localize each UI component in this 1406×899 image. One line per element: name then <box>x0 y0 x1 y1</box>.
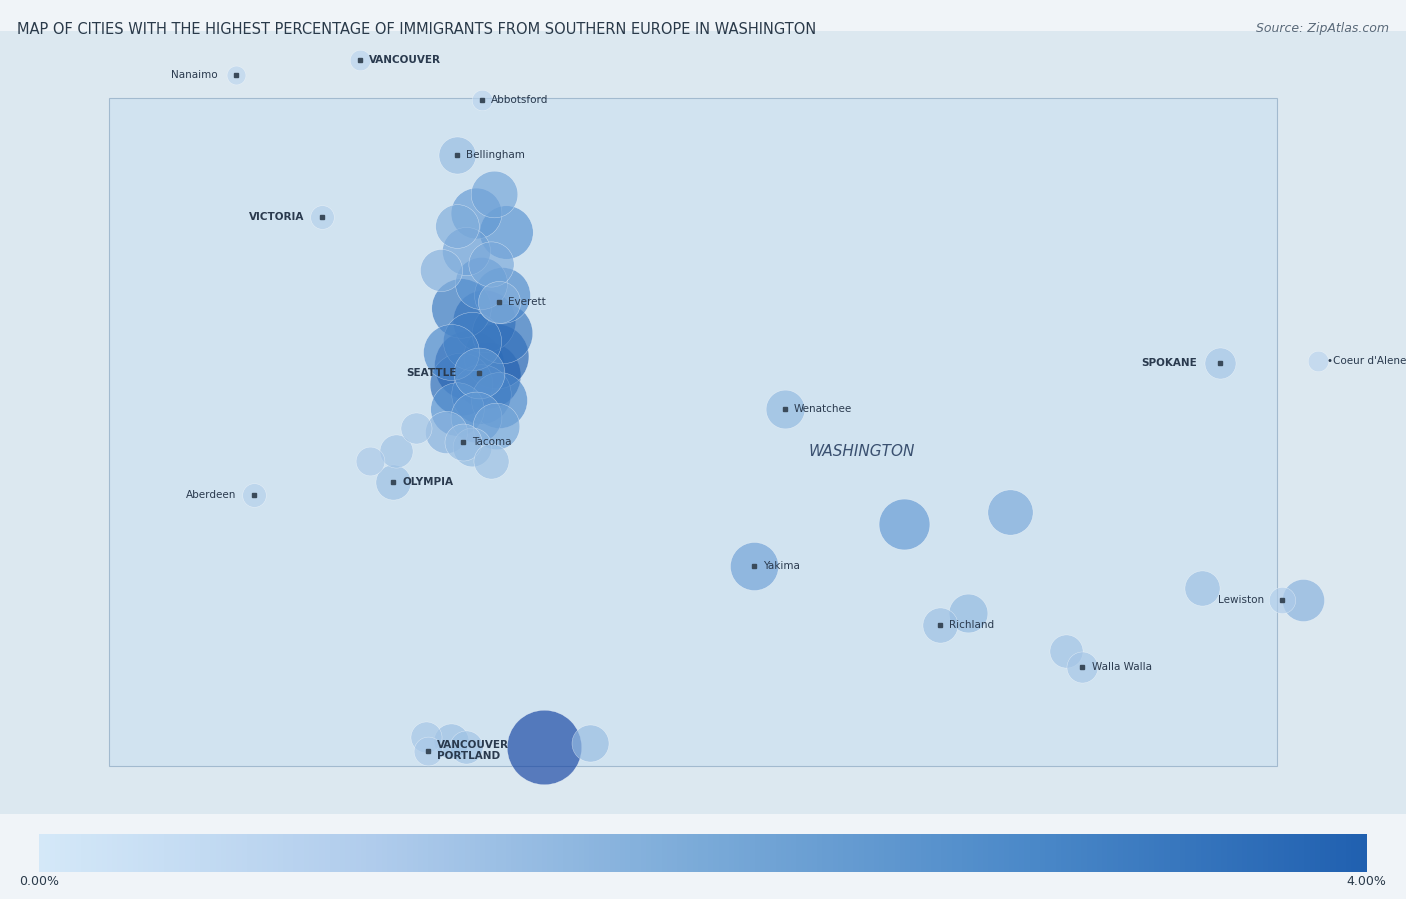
Text: Everett: Everett <box>508 298 546 307</box>
Point <box>1308 354 1330 369</box>
Point <box>349 53 371 67</box>
Text: SPOKANE: SPOKANE <box>1142 359 1198 369</box>
Text: VICTORIA: VICTORIA <box>249 211 304 221</box>
Bar <box>108 98 1278 766</box>
Point <box>1209 356 1232 370</box>
Point <box>470 387 492 401</box>
Point <box>491 325 513 340</box>
Text: Lewiston: Lewiston <box>1218 595 1264 605</box>
Point <box>454 740 477 754</box>
Point <box>471 93 494 107</box>
Point <box>450 301 472 316</box>
Text: Bellingham: Bellingham <box>465 150 524 160</box>
Text: •Coeur d'Alene: •Coeur d'Alene <box>1327 357 1406 367</box>
Point <box>446 402 468 416</box>
Text: Richland: Richland <box>949 619 994 629</box>
Point <box>488 295 510 309</box>
Point <box>488 393 510 407</box>
Point <box>773 402 796 416</box>
Point <box>479 453 502 467</box>
Text: Yakima: Yakima <box>763 561 800 571</box>
Text: VANCOUVER
PORTLAND: VANCOUVER PORTLAND <box>437 740 509 761</box>
Text: Tacoma: Tacoma <box>471 437 512 447</box>
Point <box>470 276 492 290</box>
Point <box>446 218 468 233</box>
Point <box>1071 660 1094 674</box>
Point <box>495 225 517 239</box>
Point <box>460 441 482 455</box>
Point <box>956 606 979 620</box>
Point <box>451 434 474 449</box>
Text: Walla Walla: Walla Walla <box>1091 662 1152 672</box>
Point <box>405 421 427 435</box>
Text: WASHINGTON: WASHINGTON <box>808 443 915 458</box>
Point <box>491 288 513 302</box>
Text: OLYMPIA: OLYMPIA <box>402 476 453 486</box>
Point <box>359 453 381 467</box>
Point <box>243 488 266 503</box>
Point <box>484 186 506 200</box>
Text: Abbotsford: Abbotsford <box>491 95 548 105</box>
Point <box>457 358 479 372</box>
Point <box>533 740 555 754</box>
Text: VANCOUVER: VANCOUVER <box>368 55 441 65</box>
Text: Nanaimo: Nanaimo <box>172 70 218 80</box>
Point <box>485 349 508 363</box>
Point <box>578 735 600 750</box>
Point <box>454 244 477 258</box>
Point <box>1054 645 1077 659</box>
Point <box>382 475 405 489</box>
Text: SEATTLE: SEATTLE <box>406 368 457 378</box>
Point <box>460 334 482 348</box>
Text: Source: ZipAtlas.com: Source: ZipAtlas.com <box>1256 22 1389 35</box>
Point <box>434 425 457 440</box>
Point <box>450 378 472 392</box>
Text: MAP OF CITIES WITH THE HIGHEST PERCENTAGE OF IMMIGRANTS FROM SOUTHERN EUROPE IN : MAP OF CITIES WITH THE HIGHEST PERCENTAG… <box>17 22 815 38</box>
Text: Aberdeen: Aberdeen <box>186 490 236 500</box>
Point <box>1292 592 1315 607</box>
Point <box>1191 582 1213 596</box>
Point <box>415 730 437 744</box>
Point <box>929 618 952 632</box>
Point <box>893 516 915 530</box>
Text: Wenatchee: Wenatchee <box>794 405 852 414</box>
Point <box>479 257 502 271</box>
Point <box>311 209 333 224</box>
Point <box>446 148 468 163</box>
Point <box>465 410 488 424</box>
Point <box>225 68 247 83</box>
Point <box>485 419 508 433</box>
Point <box>439 734 461 748</box>
Point <box>472 315 495 329</box>
Point <box>465 206 488 220</box>
Point <box>998 505 1021 520</box>
Point <box>430 263 453 277</box>
Point <box>468 366 491 380</box>
Point <box>744 558 766 573</box>
Point <box>1271 592 1294 607</box>
Point <box>385 444 408 458</box>
Point <box>439 344 461 359</box>
Point <box>416 743 439 758</box>
Point <box>475 368 498 382</box>
